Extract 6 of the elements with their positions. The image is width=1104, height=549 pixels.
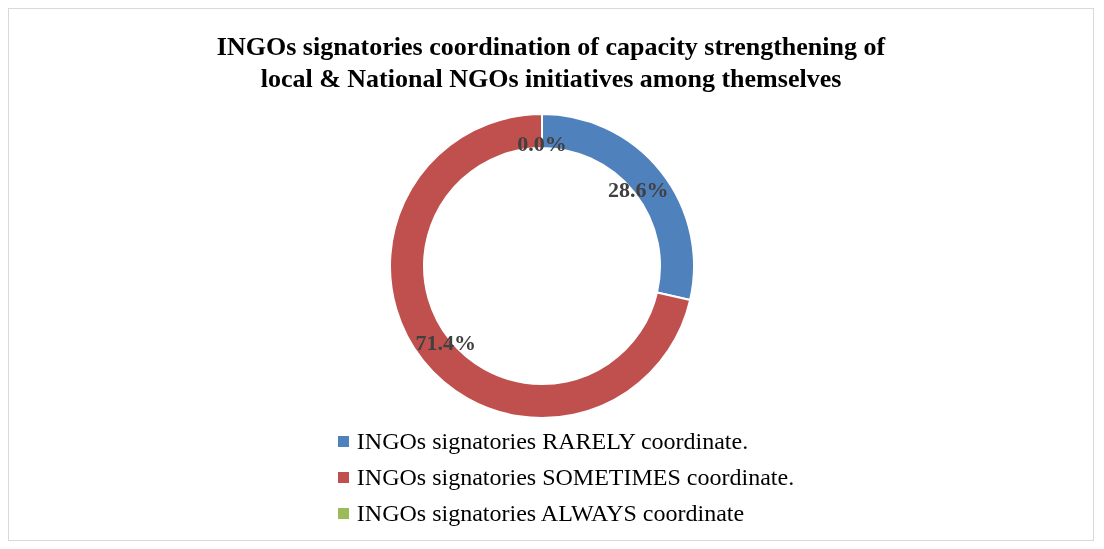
text: 0.0% xyxy=(517,130,567,156)
legend-label: INGOs signatories ALWAYS coordinate xyxy=(356,499,745,527)
chart-title: INGOs signatories coordination of capacity strengthening of local & National NGOs initiatives among themselves xyxy=(215,31,887,95)
legend-label: INGOs signatories RARELY coordinate. xyxy=(356,427,749,455)
legend-label: INGOs signatories SOMETIMES coordinate. xyxy=(356,463,795,491)
donut-slice xyxy=(389,113,692,419)
